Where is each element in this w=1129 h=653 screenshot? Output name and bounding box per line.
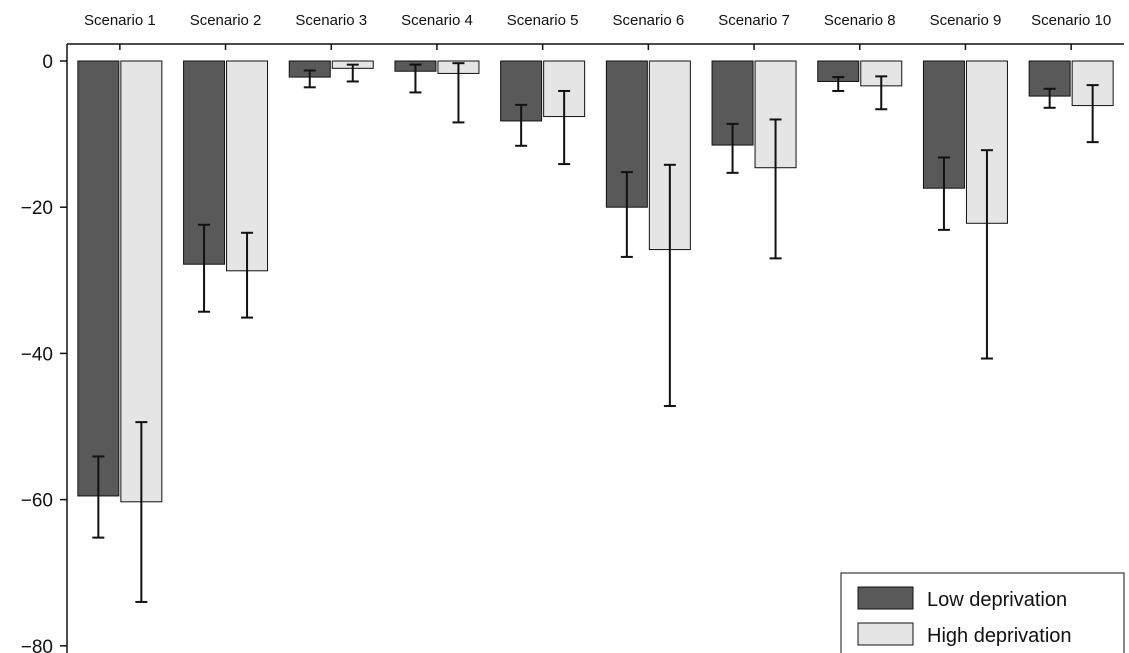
category-label: Scenario 7 bbox=[718, 12, 790, 29]
category-label: Scenario 3 bbox=[295, 12, 367, 29]
y-tick-label: −40 bbox=[21, 344, 53, 365]
error-bar-high-deprivation bbox=[769, 118, 782, 260]
legend-label-high-deprivation: High deprivation bbox=[927, 625, 1072, 647]
error-bar-low-deprivation bbox=[409, 63, 422, 94]
error-bar-high-deprivation bbox=[1086, 84, 1099, 144]
y-tick-label: −60 bbox=[21, 491, 53, 512]
error-bar-high-deprivation bbox=[241, 231, 254, 319]
y-tick-label: 0 bbox=[42, 52, 53, 73]
error-bar-low-deprivation bbox=[726, 122, 739, 174]
category-label: Scenario 5 bbox=[507, 12, 579, 29]
error-bar-low-deprivation bbox=[92, 455, 105, 539]
category-label: Scenario 4 bbox=[401, 12, 473, 29]
legend: Low deprivation High deprivation bbox=[840, 572, 1125, 653]
legend-swatch-low-deprivation bbox=[857, 586, 914, 610]
y-axis-ticks: 0 −20 −40 −60 −80 bbox=[21, 52, 67, 653]
error-bar-high-deprivation bbox=[558, 89, 571, 166]
category-label: Scenario 6 bbox=[612, 12, 684, 29]
y-tick-label: −80 bbox=[21, 637, 53, 653]
error-bar-low-deprivation bbox=[937, 156, 950, 231]
error-bar-low-deprivation bbox=[1043, 87, 1056, 109]
error-bar-high-deprivation bbox=[452, 62, 465, 124]
error-bar-low-deprivation bbox=[198, 223, 211, 313]
error-bar-high-deprivation bbox=[135, 421, 148, 603]
error-bars bbox=[92, 62, 1099, 603]
category-label: Scenario 2 bbox=[190, 12, 262, 29]
error-bar-low-deprivation bbox=[515, 103, 528, 147]
plot-area bbox=[66, 43, 1124, 653]
category-label: Scenario 1 bbox=[84, 12, 156, 29]
legend-label-low-deprivation: Low deprivation bbox=[927, 589, 1067, 611]
category-label: Scenario 8 bbox=[824, 12, 896, 29]
error-bar-high-deprivation bbox=[663, 163, 676, 408]
bar-low-deprivation bbox=[77, 60, 120, 497]
error-bar-low-deprivation bbox=[620, 171, 633, 258]
y-tick-label: −20 bbox=[21, 198, 53, 219]
error-bar-high-deprivation bbox=[980, 149, 993, 360]
category-label: Scenario 10 bbox=[1031, 12, 1111, 29]
error-bar-high-deprivation bbox=[346, 63, 359, 83]
category-label: Scenario 9 bbox=[930, 12, 1002, 29]
legend-swatch-high-deprivation bbox=[857, 622, 914, 646]
error-bar-low-deprivation bbox=[303, 69, 316, 89]
bars bbox=[77, 60, 1114, 503]
category-labels: Scenario 1 Scenario 2 Scenario 3 Scenario 4… bbox=[84, 12, 1111, 29]
error-bar-low-deprivation bbox=[832, 76, 845, 92]
error-bar-high-deprivation bbox=[875, 75, 888, 111]
